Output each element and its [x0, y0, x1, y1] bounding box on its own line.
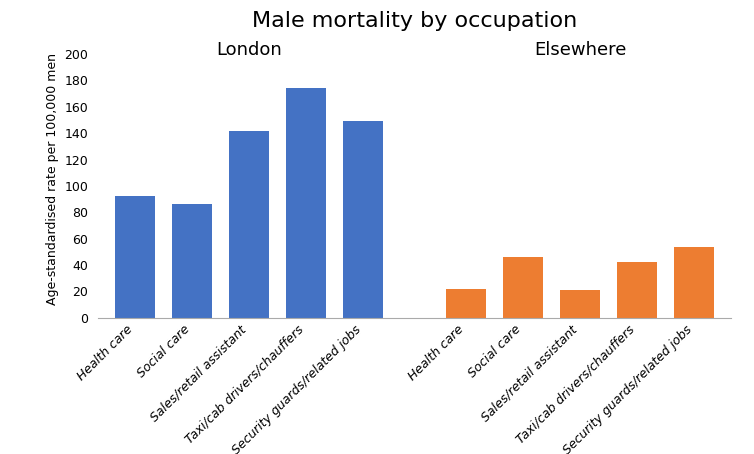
Bar: [343, 121, 383, 318]
Bar: [172, 204, 212, 318]
Bar: [115, 197, 155, 318]
Title: Male mortality by occupation: Male mortality by occupation: [252, 11, 578, 31]
Y-axis label: Age-standardised rate per 100,000 men: Age-standardised rate per 100,000 men: [46, 53, 59, 306]
Bar: [229, 131, 269, 318]
Text: Elsewhere: Elsewhere: [534, 41, 627, 59]
Bar: [618, 262, 657, 318]
Bar: [674, 247, 714, 318]
Text: London: London: [216, 41, 282, 59]
Bar: [287, 89, 326, 318]
Bar: [446, 289, 486, 318]
Bar: [560, 290, 600, 318]
Bar: [503, 257, 543, 318]
